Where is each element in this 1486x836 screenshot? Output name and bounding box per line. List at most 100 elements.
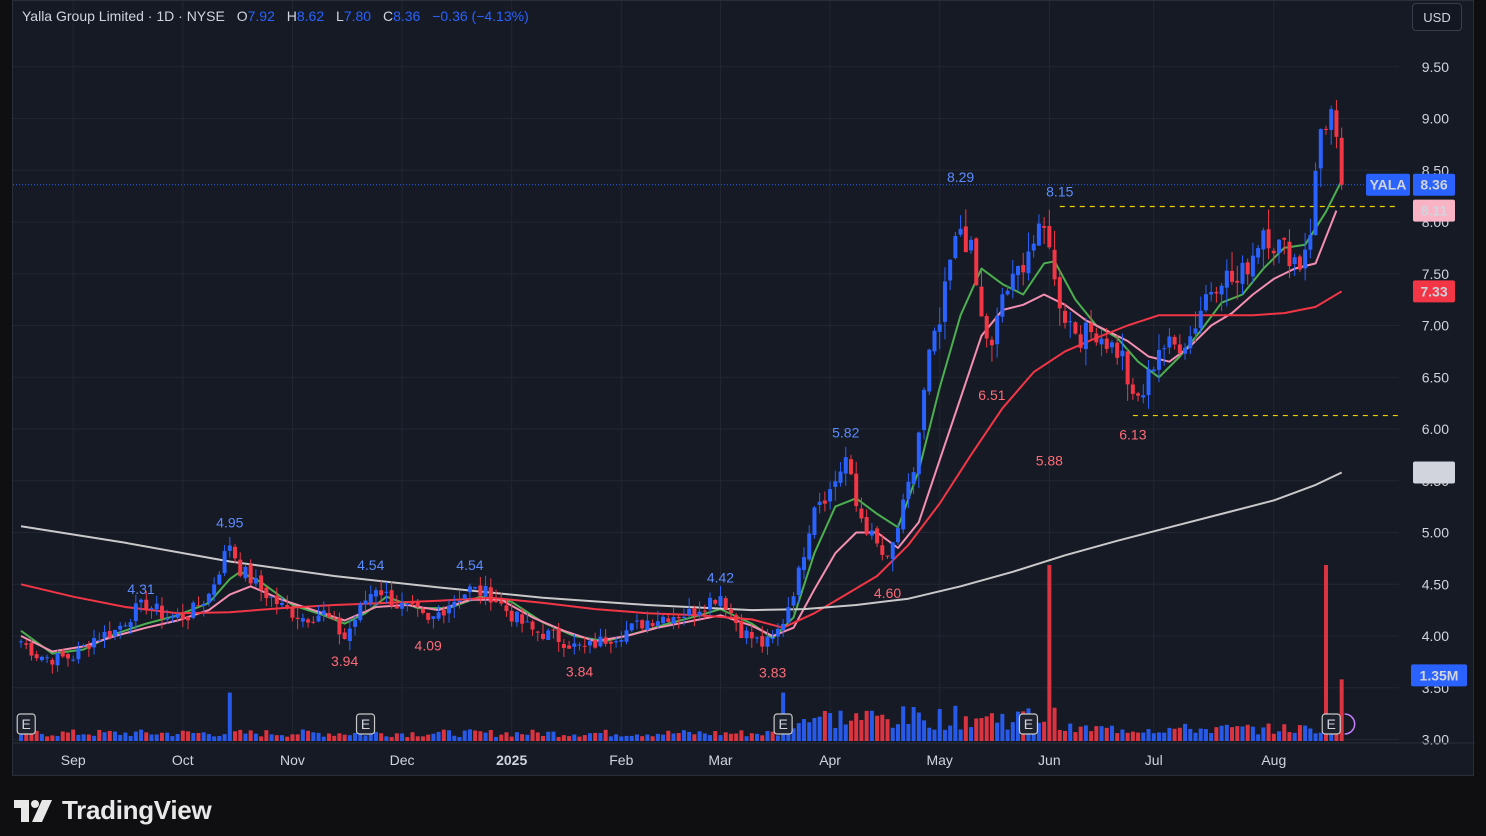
candle-body[interactable]: [478, 585, 483, 596]
candle-body[interactable]: [822, 500, 827, 504]
earnings-marker[interactable]: [1018, 713, 1039, 735]
candle-body[interactable]: [316, 615, 321, 622]
candle-body[interactable]: [723, 598, 728, 610]
candle-body[interactable]: [65, 654, 70, 659]
candlesticks[interactable]: [19, 100, 1344, 674]
candle-body[interactable]: [186, 616, 191, 621]
candle-body[interactable]: [525, 621, 530, 623]
candle-body[interactable]: [984, 316, 989, 339]
candle-body[interactable]: [692, 608, 697, 616]
candle-body[interactable]: [39, 656, 44, 661]
candle-body[interactable]: [306, 619, 311, 623]
candle-body[interactable]: [687, 608, 692, 616]
candle-body[interactable]: [880, 545, 885, 555]
candle-body[interactable]: [483, 586, 488, 597]
candle-body[interactable]: [462, 594, 467, 599]
candle-body[interactable]: [389, 590, 394, 607]
candle-body[interactable]: [666, 618, 671, 622]
candle-body[interactable]: [786, 607, 791, 623]
candle-body[interactable]: [159, 605, 164, 619]
candle-body[interactable]: [875, 528, 880, 544]
candle-body[interactable]: [843, 457, 848, 474]
candle-body[interactable]: [514, 611, 519, 623]
candle-body[interactable]: [1125, 351, 1130, 385]
candle-body[interactable]: [948, 259, 953, 281]
candle-body[interactable]: [1109, 342, 1114, 348]
candle-body[interactable]: [1104, 338, 1109, 349]
candle-body[interactable]: [149, 608, 154, 610]
candle-body[interactable]: [932, 330, 937, 352]
candle-body[interactable]: [916, 432, 921, 475]
candle-body[interactable]: [728, 608, 733, 614]
candle-body[interactable]: [1292, 257, 1297, 264]
candle-body[interactable]: [248, 564, 253, 584]
candle-body[interactable]: [885, 555, 890, 557]
candle-body[interactable]: [556, 628, 561, 642]
earnings-marker[interactable]: [16, 713, 36, 735]
candle-body[interactable]: [123, 625, 128, 627]
candle-body[interactable]: [1230, 270, 1235, 282]
candle-body[interactable]: [838, 471, 843, 483]
candle-body[interactable]: [755, 637, 760, 639]
symbol-legend[interactable]: Yalla Group Limited · 1D · NYSE O7.92 H8…: [22, 8, 529, 24]
candle-body[interactable]: [775, 628, 780, 637]
candle-body[interactable]: [942, 281, 947, 322]
candle-body[interactable]: [81, 645, 86, 647]
candle-body[interactable]: [1324, 128, 1328, 130]
candle-body[interactable]: [118, 625, 123, 630]
candle-body[interactable]: [953, 236, 958, 259]
candle-body[interactable]: [238, 559, 243, 576]
candle-body[interactable]: [452, 601, 457, 607]
candle-body[interactable]: [19, 641, 23, 643]
candle-body[interactable]: [1151, 369, 1156, 372]
candle-body[interactable]: [217, 574, 222, 585]
candle-body[interactable]: [24, 643, 29, 645]
candle-body[interactable]: [447, 605, 452, 614]
candle-body[interactable]: [1167, 336, 1172, 348]
candle-body[interactable]: [1261, 230, 1266, 250]
candle-body[interactable]: [1031, 243, 1036, 251]
candle-body[interactable]: [1297, 256, 1302, 270]
candle-body[interactable]: [796, 567, 801, 595]
candle-body[interactable]: [760, 636, 765, 647]
candle-body[interactable]: [608, 641, 613, 644]
candle-body[interactable]: [1219, 285, 1224, 295]
candle-body[interactable]: [1308, 234, 1313, 250]
candle-body[interactable]: [1146, 369, 1151, 396]
candle-body[interactable]: [326, 612, 331, 618]
candle-body[interactable]: [619, 639, 624, 642]
candle-body[interactable]: [640, 620, 645, 629]
candle-body[interactable]: [582, 645, 587, 647]
candle-body[interactable]: [603, 637, 608, 644]
candle-body[interactable]: [1130, 384, 1135, 394]
candle-body[interactable]: [504, 605, 509, 612]
candle-body[interactable]: [1256, 247, 1261, 258]
candle-body[interactable]: [551, 629, 556, 631]
candle-body[interactable]: [1016, 265, 1021, 276]
candle-body[interactable]: [227, 545, 232, 551]
candle-body[interactable]: [1277, 239, 1282, 253]
candle-body[interactable]: [34, 654, 39, 659]
price-axis[interactable]: 9.509.008.508.007.507.006.506.005.505.00…: [1422, 59, 1449, 748]
candle-body[interactable]: [415, 601, 420, 607]
candle-body[interactable]: [1282, 238, 1287, 240]
candle-body[interactable]: [1047, 225, 1052, 248]
candle-body[interactable]: [1209, 292, 1214, 295]
candle-body[interactable]: [911, 472, 916, 484]
currency-button[interactable]: USD: [1412, 3, 1462, 31]
candle-body[interactable]: [165, 618, 170, 620]
candle-body[interactable]: [394, 606, 399, 609]
candle-body[interactable]: [290, 608, 295, 618]
candle-body[interactable]: [1068, 321, 1073, 323]
candle-body[interactable]: [201, 603, 206, 606]
candle-body[interactable]: [624, 630, 629, 642]
candle-body[interactable]: [859, 508, 864, 519]
candle-body[interactable]: [97, 640, 102, 642]
candle-body[interactable]: [969, 239, 974, 251]
candle-body[interactable]: [614, 641, 619, 643]
candle-body[interactable]: [311, 621, 316, 623]
candle-body[interactable]: [713, 600, 718, 604]
candle-body[interactable]: [1266, 229, 1271, 249]
candle-body[interactable]: [535, 631, 540, 633]
candle-body[interactable]: [718, 596, 723, 607]
